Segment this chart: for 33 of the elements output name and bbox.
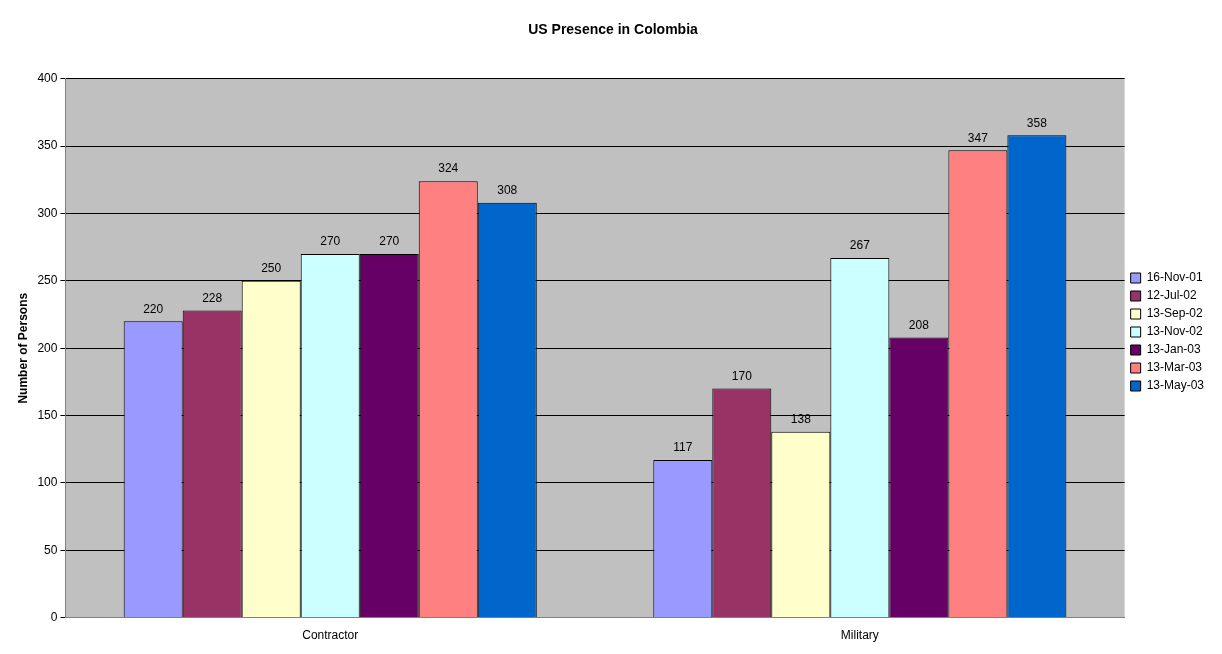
data-label: 250 — [261, 261, 282, 276]
y-tick-label: 250 — [37, 273, 58, 288]
y-tick-label: 150 — [37, 407, 58, 422]
legend-label: 13-Jan-03 — [1146, 342, 1201, 357]
y-tick-label: 100 — [37, 475, 58, 490]
data-label: 270 — [320, 234, 341, 249]
legend-label: 16-Nov-01 — [1146, 270, 1203, 285]
data-label: 117 — [673, 440, 693, 455]
x-tick-label: Contractor — [302, 628, 359, 643]
legend-label: 13-May-03 — [1146, 378, 1205, 393]
data-label: 324 — [438, 161, 459, 176]
y-tick-label: 0 — [50, 609, 58, 624]
legend-label: 13-Nov-02 — [1146, 324, 1203, 339]
data-label: 228 — [202, 290, 223, 305]
legend-label: 13-Mar-03 — [1146, 360, 1203, 375]
x-tick-label: Military — [840, 628, 879, 643]
y-tick-label: 400 — [37, 71, 58, 86]
data-label: 347 — [967, 130, 989, 145]
y-tick-label: 350 — [37, 138, 58, 153]
data-label: 270 — [379, 234, 400, 249]
y-tick-label: 50 — [44, 542, 58, 557]
legend-label: 13-Sep-02 — [1146, 306, 1204, 321]
data-label: 170 — [731, 368, 753, 383]
y-tick-label: 300 — [37, 205, 58, 220]
y-axis-title: Number of Persons — [15, 292, 30, 404]
data-label: 208 — [908, 317, 930, 332]
data-label: 308 — [497, 183, 518, 198]
legend-label: 12-Jul-02 — [1146, 288, 1197, 303]
data-label: 220 — [143, 301, 164, 316]
chart-title: US Presence in Colombia — [528, 21, 699, 38]
y-tick-label: 200 — [37, 340, 58, 355]
data-label: 358 — [1026, 115, 1048, 130]
data-label: 267 — [849, 238, 871, 253]
